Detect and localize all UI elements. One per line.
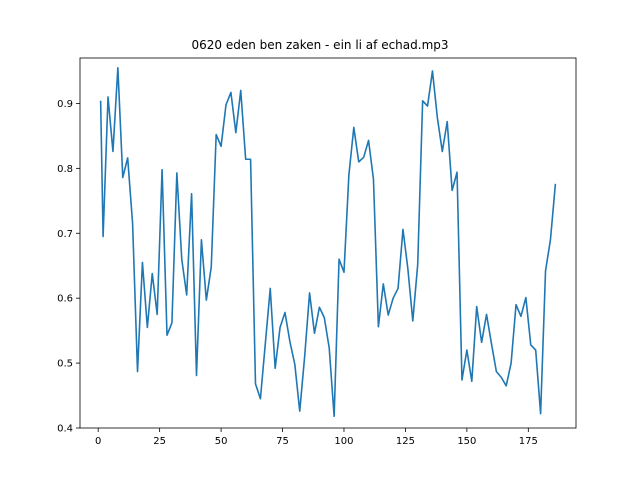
x-tick-label: 125 <box>396 436 415 447</box>
y-tick-label: 0.7 <box>57 229 73 240</box>
series-line <box>99 66 557 418</box>
y-tick-label: 0.4 <box>57 424 73 435</box>
y-tick-label: 0.5 <box>57 359 73 370</box>
x-tick-label: 75 <box>276 436 289 447</box>
x-tick-label: 50 <box>215 436 228 447</box>
y-tick-label: 0.9 <box>57 99 73 110</box>
x-tick-label: 175 <box>519 436 538 447</box>
y-tick-label: 0.8 <box>57 164 73 175</box>
x-tick-label: 100 <box>334 436 353 447</box>
x-tick-label: 25 <box>153 436 166 447</box>
x-axis: 0 25 50 75 100 125 150 175 <box>95 428 538 447</box>
chart-title: 0620 eden ben zaken - ein li af echad.mp… <box>191 38 448 52</box>
series-layer <box>99 66 557 418</box>
x-tick-label: 150 <box>457 436 476 447</box>
x-tick-label: 0 <box>95 436 101 447</box>
y-tick-label: 0.6 <box>57 294 73 305</box>
plot-frame <box>79 57 577 429</box>
y-axis: 0.4 0.5 0.6 0.7 0.8 0.9 <box>57 99 80 435</box>
